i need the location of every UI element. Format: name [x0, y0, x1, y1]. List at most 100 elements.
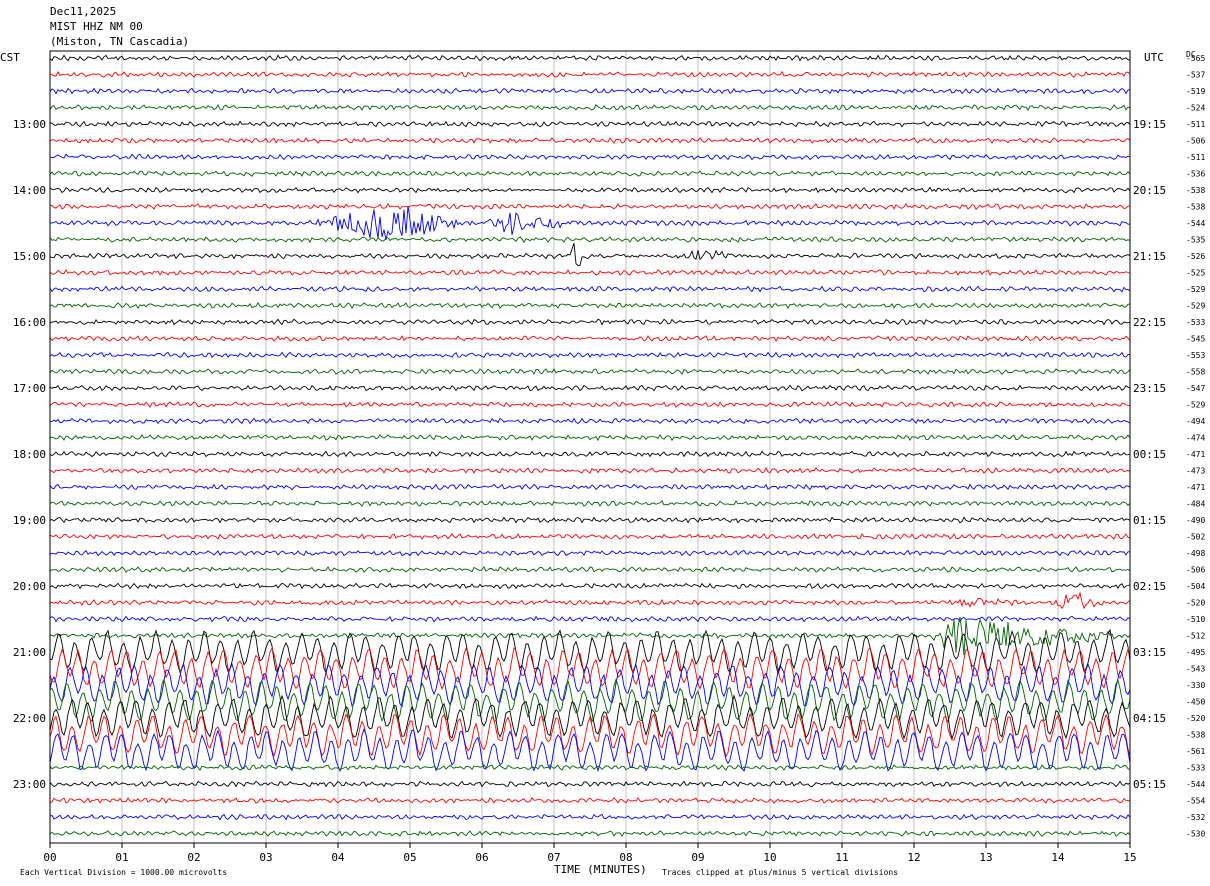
dc-offset-value: -536 [1186, 170, 1205, 179]
seismic-trace [49, 797, 1131, 804]
x-tick-label: 11 [835, 851, 848, 864]
trace-group [49, 54, 1131, 837]
dc-offset-value: -537 [1186, 71, 1205, 80]
plot-grid [121, 51, 1059, 843]
x-tick-label: 15 [1123, 851, 1136, 864]
seismic-trace [49, 694, 1131, 741]
dc-offset-value: -520 [1186, 714, 1205, 723]
seismic-trace [49, 533, 1131, 540]
left-axis-label: CST [0, 51, 20, 64]
seismic-trace [49, 205, 1131, 241]
right-axis-label: UTC [1144, 51, 1164, 64]
dc-offset-value: -519 [1186, 87, 1205, 96]
dc-offset-value: -553 [1186, 351, 1205, 360]
seismic-trace [49, 368, 1131, 375]
dc-offset-value: -530 [1186, 830, 1205, 839]
seismic-trace [49, 582, 1131, 590]
right-time-label: 00:15 [1133, 448, 1166, 461]
seismic-trace [49, 243, 1131, 266]
dc-offset-value: -535 [1186, 236, 1205, 245]
dc-offset-value: -554 [1186, 797, 1205, 806]
seismic-trace [49, 202, 1131, 210]
right-time-label: 03:15 [1133, 646, 1166, 659]
seismic-trace [49, 516, 1131, 524]
right-time-label: 23:15 [1133, 382, 1166, 395]
seismic-trace [49, 780, 1131, 788]
dc-offset-value: -538 [1186, 203, 1205, 212]
x-tick-label: 08 [619, 851, 632, 864]
seismic-trace [49, 727, 1131, 773]
x-tick-label: 06 [475, 851, 488, 864]
dc-offset-value: -533 [1186, 318, 1205, 327]
left-time-label: 22:00 [13, 712, 46, 725]
dc-offset-value: -544 [1186, 219, 1205, 228]
header-location: (Miston, TN Cascadia) [50, 35, 189, 48]
x-tick-label: 03 [259, 851, 272, 864]
seismic-trace [49, 646, 1131, 691]
seismic-trace [49, 417, 1131, 425]
seismic-trace [49, 236, 1131, 244]
right-time-label: 01:15 [1133, 514, 1166, 527]
left-time-label: 20:00 [13, 580, 46, 593]
dc-offset-value: -484 [1186, 500, 1205, 509]
seismic-trace [49, 335, 1131, 342]
dc-offset-value: -450 [1186, 698, 1205, 707]
dc-offset-value: -512 [1186, 632, 1205, 641]
seismic-trace [49, 813, 1131, 821]
dc-offset-labels: -565 -537 -519 -524 -511 -506 -511 -536 -538 -538… [1186, 54, 1205, 839]
dc-offset-value: -529 [1186, 401, 1205, 410]
left-time-label: 17:00 [13, 382, 46, 395]
right-time-labels: 19:15 20:15 21:15 22:15 23:15 00:15 01:15 02:15… [1133, 118, 1166, 791]
dc-offset-value: -533 [1186, 764, 1205, 773]
x-tick-label: 01 [115, 851, 128, 864]
dc-label: DC [1186, 50, 1196, 59]
x-tick-label: 07 [547, 851, 560, 864]
dc-offset-value: -495 [1186, 648, 1205, 657]
seismic-trace [49, 384, 1131, 392]
x-axis-ticks: 00 01 02 03 04 05 06 07 08 09 10 11 12 13 14 15 [43, 843, 1137, 864]
dc-offset-value: -526 [1186, 252, 1205, 261]
dc-offset-value: -543 [1186, 665, 1205, 674]
dc-offset-value: -524 [1186, 104, 1205, 113]
dc-offset-value: -473 [1186, 467, 1205, 476]
seismic-trace [49, 70, 1131, 78]
right-time-label: 19:15 [1133, 118, 1166, 131]
footnote-clipping: Traces clipped at plus/minus 5 vertical … [662, 868, 898, 877]
seismic-trace [49, 764, 1131, 771]
left-time-label: 18:00 [13, 448, 46, 461]
x-tick-label: 04 [331, 851, 345, 864]
x-axis-label: TIME (MINUTES) [554, 863, 647, 876]
seismic-trace [49, 54, 1131, 62]
right-time-label: 02:15 [1133, 580, 1166, 593]
seismic-trace [49, 591, 1131, 610]
seismic-trace [49, 615, 1131, 623]
left-time-label: 19:00 [13, 514, 46, 527]
seismic-trace [49, 120, 1131, 128]
dc-offset-value: -506 [1186, 137, 1205, 146]
seismic-trace [49, 712, 1131, 758]
dc-offset-value: -529 [1186, 302, 1205, 311]
seismic-trace [49, 104, 1131, 111]
dc-offset-value: -511 [1186, 120, 1205, 129]
seismic-trace [49, 268, 1131, 276]
x-tick-label: 02 [187, 851, 200, 864]
right-time-label: 05:15 [1133, 778, 1166, 791]
x-tick-label: 09 [691, 851, 704, 864]
seismic-trace [49, 318, 1131, 326]
left-time-label: 13:00 [13, 118, 46, 131]
left-time-label: 15:00 [13, 250, 46, 263]
dc-offset-value: -510 [1186, 615, 1205, 624]
dc-offset-value: -502 [1186, 533, 1205, 542]
dc-offset-value: -511 [1186, 153, 1205, 162]
dc-offset-value: -532 [1186, 813, 1205, 822]
right-time-label: 04:15 [1133, 712, 1166, 725]
left-time-label: 23:00 [13, 778, 46, 791]
dc-offset-value: -494 [1186, 417, 1205, 426]
left-time-label: 16:00 [13, 316, 46, 329]
dc-offset-value: -330 [1186, 681, 1205, 690]
dc-offset-value: -544 [1186, 780, 1205, 789]
seismic-trace [49, 678, 1131, 723]
dc-offset-value: -565 [1186, 54, 1205, 63]
header-date: Dec11,2025 [50, 5, 116, 18]
